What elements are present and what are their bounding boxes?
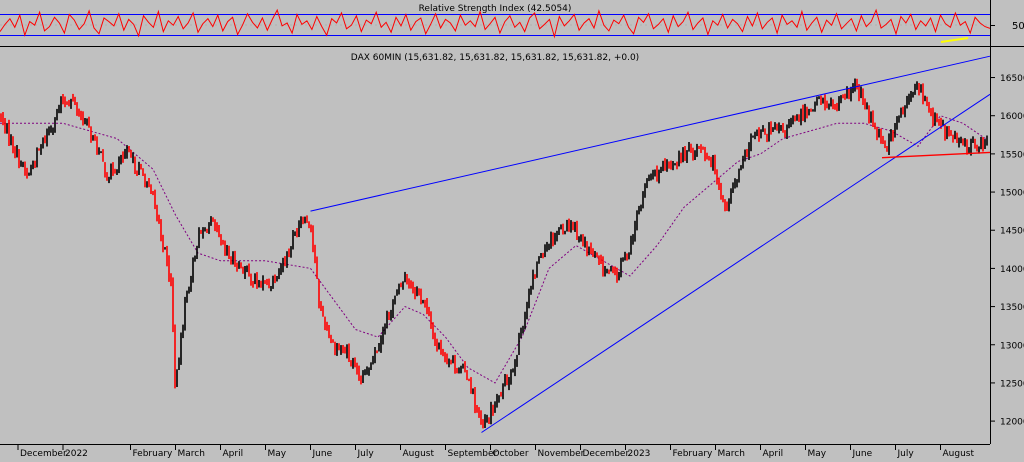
rsi-yellow-mark [940,37,969,43]
x-tick-label: July [897,449,915,458]
y-tick-label: 13000 [1000,341,1024,351]
y-axis-ticks: 12000 12500 13000 13500 14000 14500 15000 15500… [990,74,1024,428]
x-tick-label: August [943,449,975,458]
trendline-support [881,151,991,159]
y-tick-label: 14500 [1000,227,1024,237]
y-tick-label: 12000 [1000,418,1024,428]
x-tick-label: October [493,449,529,458]
x-tick-label: September [448,449,498,458]
rsi-panel: 50 Relative Strength Index (42.5054) [0,0,1024,47]
x-tick-label: May [268,449,287,458]
x-tick-label: 2023 [628,449,651,458]
moving-average-line [0,115,986,384]
candlesticks [0,78,988,429]
x-tick-label: June [852,449,873,458]
rsi-tick-label: 50 [1012,21,1024,32]
price-title: DAX 60MIN (15,631.82, 15,631.82, 15,631.… [351,53,639,63]
x-tick-label: April [223,449,244,458]
trendlines [310,55,991,433]
x-tick-label: February [673,449,714,458]
y-tick-label: 14000 [1000,265,1024,275]
y-tick-label: 15500 [1000,150,1024,160]
x-tick-label: August [403,449,435,458]
x-tick-label: July [357,449,375,458]
trendline-upper [310,55,991,212]
x-tick-label: February [133,449,174,458]
rsi-line [0,8,991,39]
x-tick-label: March [718,449,745,458]
x-tick-label: November [538,449,585,458]
x-tick-label: 2022 [65,449,88,458]
x-tick-label: May [808,449,827,458]
x-tick-label: June [312,449,333,458]
y-tick-label: 16000 [1000,112,1024,122]
x-tick-label: December [20,449,67,458]
y-tick-label: 12500 [1000,379,1024,389]
y-tick-label: 13500 [1000,303,1024,313]
price-panel: DAX 60MIN (15,631.82, 15,631.82, 15,631.… [0,47,1024,459]
x-tick-label: December [583,449,630,458]
x-tick-label: April [763,449,784,458]
x-tick-label: March [178,449,205,458]
rsi-title: Relative Strength Index (42.5054) [419,4,572,14]
y-tick-label: 16500 [1000,74,1024,84]
trendline-lower [481,93,991,433]
y-tick-label: 15000 [1000,189,1024,199]
